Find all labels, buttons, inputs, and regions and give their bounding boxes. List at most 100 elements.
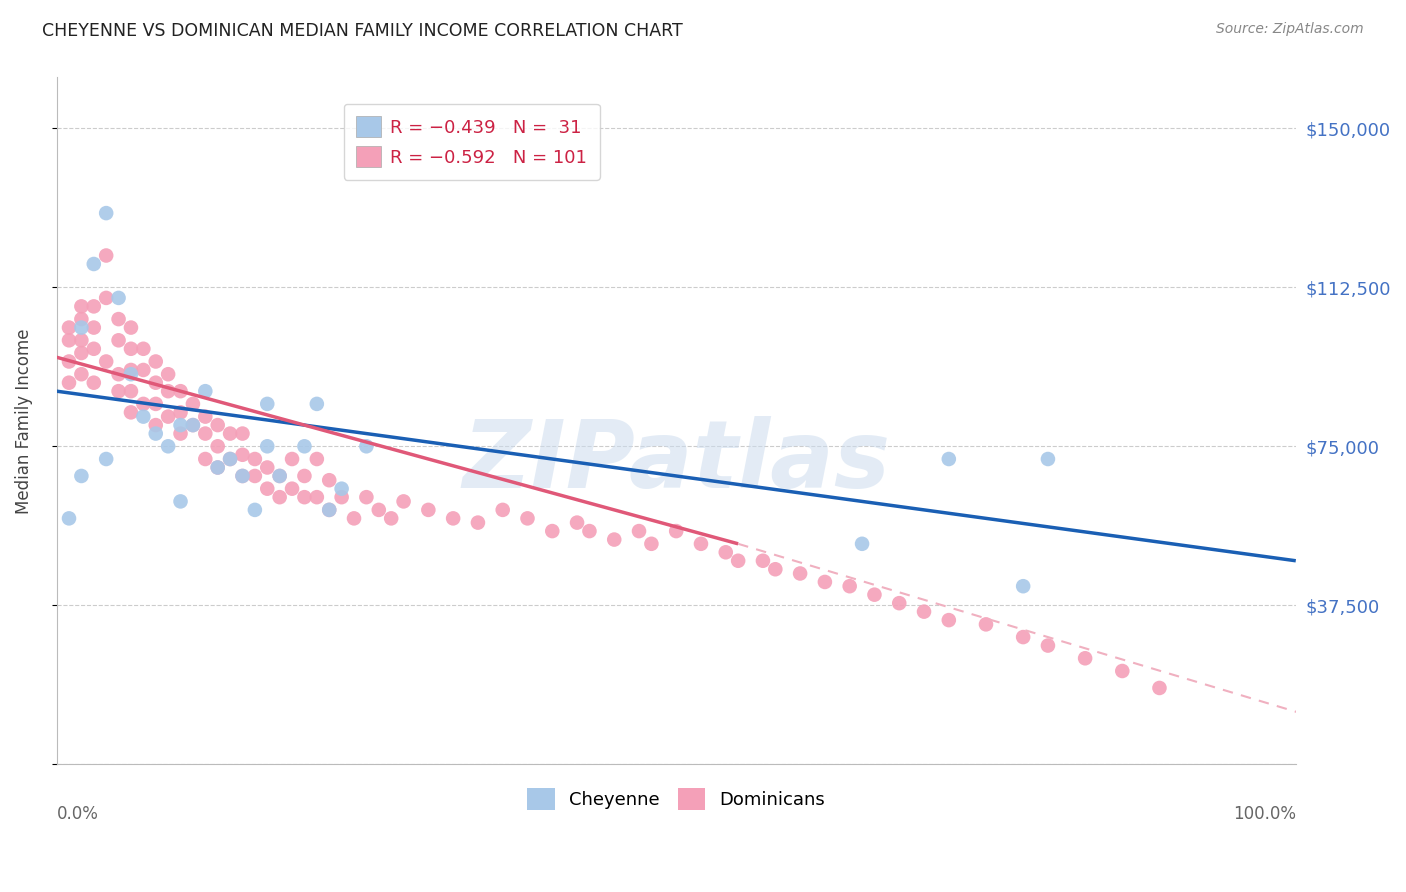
Point <box>863 588 886 602</box>
Point <box>207 439 229 453</box>
Point <box>169 426 191 441</box>
Point <box>256 397 278 411</box>
Point <box>392 494 415 508</box>
Text: CHEYENNE VS DOMINICAN MEDIAN FAMILY INCOME CORRELATION CHART: CHEYENNE VS DOMINICAN MEDIAN FAMILY INCO… <box>42 22 683 40</box>
Point <box>318 473 340 487</box>
Point <box>120 363 142 377</box>
Point <box>70 312 93 326</box>
Point <box>145 376 167 390</box>
Point <box>169 405 191 419</box>
Y-axis label: Median Family Income: Median Family Income <box>15 328 32 514</box>
Point <box>516 511 538 525</box>
Point <box>83 257 105 271</box>
Point <box>418 503 440 517</box>
Point <box>1036 639 1059 653</box>
Point <box>938 613 960 627</box>
Point <box>243 503 266 517</box>
Point <box>169 418 191 433</box>
Point <box>120 405 142 419</box>
Point <box>231 426 253 441</box>
Point <box>96 452 118 467</box>
Point <box>96 291 118 305</box>
Point <box>83 376 105 390</box>
Point <box>194 384 217 399</box>
Point <box>70 368 93 382</box>
Point <box>305 397 328 411</box>
Point <box>120 368 142 382</box>
Point <box>356 490 378 504</box>
Point <box>912 605 935 619</box>
Point <box>169 384 191 399</box>
Point <box>219 426 242 441</box>
Text: Source: ZipAtlas.com: Source: ZipAtlas.com <box>1216 22 1364 37</box>
Point <box>58 376 80 390</box>
Text: 100.0%: 100.0% <box>1233 805 1296 823</box>
Point <box>157 409 180 424</box>
Point <box>343 511 366 525</box>
Point <box>70 469 93 483</box>
Point <box>243 452 266 467</box>
Point <box>83 299 105 313</box>
Point <box>1149 681 1171 695</box>
Point <box>107 291 129 305</box>
Point <box>58 334 80 348</box>
Point <box>207 460 229 475</box>
Point <box>665 524 688 538</box>
Point <box>96 354 118 368</box>
Point <box>70 334 93 348</box>
Text: 0.0%: 0.0% <box>56 805 98 823</box>
Point <box>83 320 105 334</box>
Point <box>256 439 278 453</box>
Point <box>70 320 93 334</box>
Point <box>107 334 129 348</box>
Point <box>627 524 650 538</box>
Point <box>256 460 278 475</box>
Point <box>132 342 155 356</box>
Point <box>96 248 118 262</box>
Point <box>330 482 353 496</box>
Point <box>157 384 180 399</box>
Point <box>752 554 775 568</box>
Point <box>541 524 564 538</box>
Point <box>380 511 402 525</box>
Point <box>305 490 328 504</box>
Point <box>318 503 340 517</box>
Point <box>492 503 515 517</box>
Point <box>145 418 167 433</box>
Point <box>714 545 737 559</box>
Point <box>640 537 662 551</box>
Point <box>207 460 229 475</box>
Point <box>838 579 860 593</box>
Point <box>789 566 811 581</box>
Point <box>269 469 291 483</box>
Point <box>318 503 340 517</box>
Point <box>181 418 204 433</box>
Point <box>727 554 749 568</box>
Point <box>356 439 378 453</box>
Point <box>219 452 242 467</box>
Point <box>120 384 142 399</box>
Point <box>1012 630 1035 644</box>
Point <box>294 490 316 504</box>
Point <box>578 524 600 538</box>
Text: ZIPatlas: ZIPatlas <box>463 416 890 508</box>
Point <box>269 469 291 483</box>
Point <box>974 617 997 632</box>
Point <box>132 409 155 424</box>
Point <box>294 439 316 453</box>
Point <box>281 482 304 496</box>
Point <box>281 452 304 467</box>
Point <box>603 533 626 547</box>
Point <box>294 469 316 483</box>
Point <box>269 490 291 504</box>
Point <box>107 368 129 382</box>
Point <box>231 448 253 462</box>
Point <box>889 596 911 610</box>
Point <box>851 537 873 551</box>
Point <box>1074 651 1097 665</box>
Point <box>231 469 253 483</box>
Point <box>181 397 204 411</box>
Point <box>1111 664 1133 678</box>
Point <box>58 320 80 334</box>
Legend: Cheyenne, Dominicans: Cheyenne, Dominicans <box>520 780 832 817</box>
